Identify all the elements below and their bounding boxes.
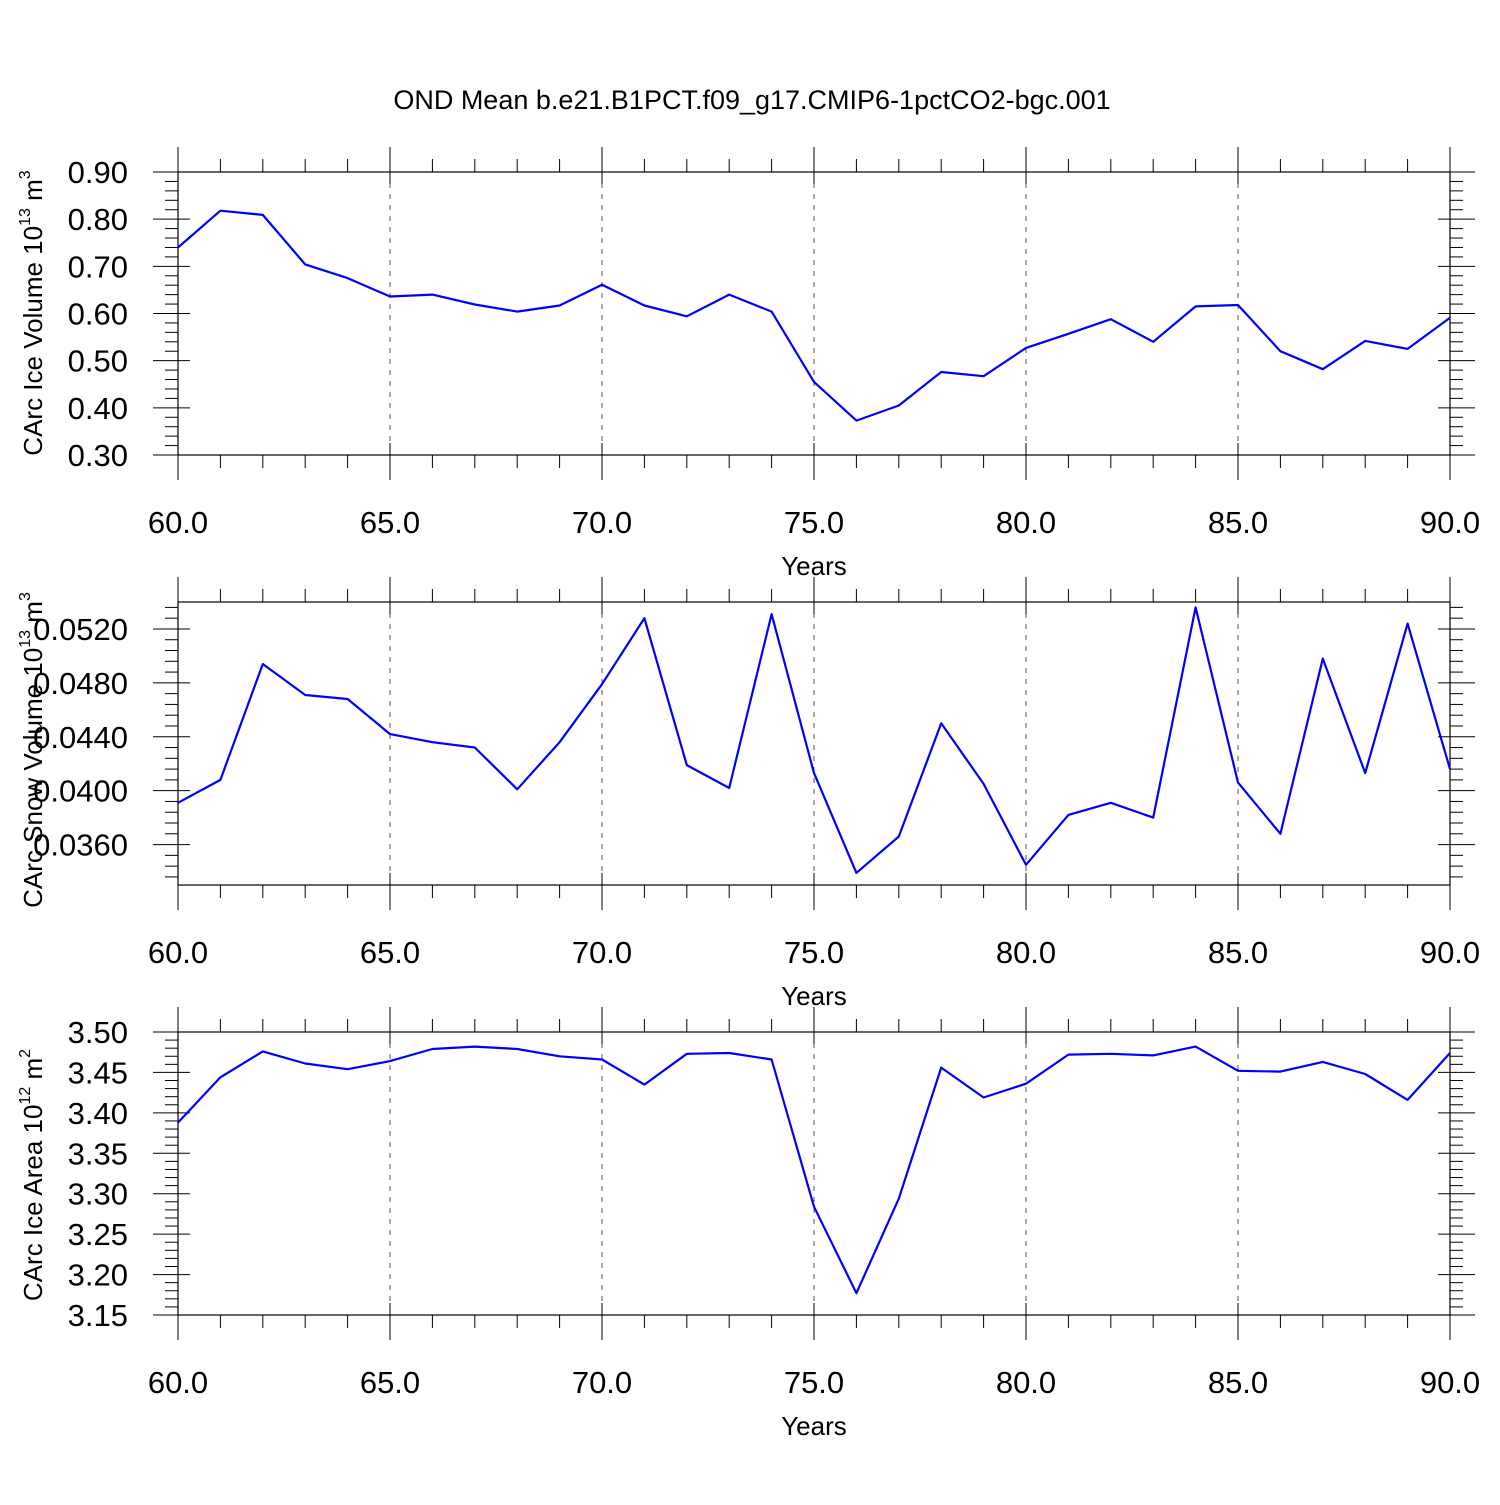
plot-frame bbox=[178, 1032, 1450, 1315]
y-axis-label-unit-exponent: 3 bbox=[17, 592, 34, 601]
x-tick-label: 70.0 bbox=[572, 505, 632, 540]
x-tick-label: 75.0 bbox=[784, 505, 844, 540]
x-tick-label: 90.0 bbox=[1420, 1365, 1480, 1400]
x-tick-label: 70.0 bbox=[572, 935, 632, 970]
x-tick-label: 85.0 bbox=[1208, 1365, 1268, 1400]
y-axis-label-unit-exponent: 2 bbox=[17, 1049, 34, 1058]
chart-title: OND Mean b.e21.B1PCT.f09_g17.CMIP6-1pctC… bbox=[393, 85, 1110, 115]
y-tick-label: 3.50 bbox=[68, 1015, 128, 1050]
y-axis-label-exponent: 12 bbox=[17, 1087, 34, 1105]
y-axis-label: CArc Ice Volume 1013 m3 bbox=[17, 170, 48, 455]
plot-frame bbox=[178, 172, 1450, 455]
y-tick-label: 3.30 bbox=[68, 1177, 128, 1212]
y-tick-label: 3.15 bbox=[68, 1298, 128, 1333]
x-tick-label: 65.0 bbox=[360, 505, 420, 540]
y-tick-label: 0.70 bbox=[68, 249, 128, 284]
y-tick-label: 0.80 bbox=[68, 202, 128, 237]
x-axis-label: Years bbox=[781, 1411, 847, 1441]
x-tick-label: 85.0 bbox=[1208, 935, 1268, 970]
y-axis-label: CArc Ice Area 1012 m2 bbox=[17, 1049, 48, 1301]
y-tick-label: 0.60 bbox=[68, 297, 128, 332]
x-tick-label: 65.0 bbox=[360, 935, 420, 970]
y-tick-label: 3.35 bbox=[68, 1136, 128, 1171]
x-tick-label: 70.0 bbox=[572, 1365, 632, 1400]
y-tick-label: 0.40 bbox=[68, 391, 128, 426]
y-tick-label: 0.90 bbox=[68, 155, 128, 190]
x-tick-label: 75.0 bbox=[784, 935, 844, 970]
x-tick-label: 60.0 bbox=[148, 1365, 208, 1400]
x-tick-label: 90.0 bbox=[1420, 505, 1480, 540]
y-axis-label-exponent: 13 bbox=[17, 208, 34, 226]
y-tick-label: 0.30 bbox=[68, 438, 128, 473]
y-axis-label-unit-exponent: 3 bbox=[17, 170, 34, 179]
x-tick-label: 60.0 bbox=[148, 505, 208, 540]
panel-1: 0.30 0.40 0.50 0.60 0.70 0.80 0.90 60.0 65.0 70.0… bbox=[17, 147, 1480, 581]
y-axis-label-exponent: 13 bbox=[17, 630, 34, 648]
y-axis-label-unit: m bbox=[18, 179, 48, 208]
x-tick-label: 75.0 bbox=[784, 1365, 844, 1400]
y-tick-label: 3.45 bbox=[68, 1055, 128, 1090]
x-tick-label: 90.0 bbox=[1420, 935, 1480, 970]
x-tick-label: 80.0 bbox=[996, 935, 1056, 970]
x-axis-label: Years bbox=[781, 551, 847, 581]
y-axis-label-unit: m bbox=[18, 1058, 48, 1087]
x-tick-label: 65.0 bbox=[360, 1365, 420, 1400]
y-axis-label-text: CArc Snow Volume 10 bbox=[18, 648, 48, 908]
x-tick-label: 80.0 bbox=[996, 1365, 1056, 1400]
y-axis-label-text: CArc Ice Volume 10 bbox=[18, 226, 48, 456]
x-axis-label: Years bbox=[781, 981, 847, 1011]
plot-frame bbox=[178, 602, 1450, 885]
y-tick-label: 3.25 bbox=[68, 1217, 128, 1252]
x-tick-label: 85.0 bbox=[1208, 505, 1268, 540]
y-tick-label: 3.40 bbox=[68, 1096, 128, 1131]
x-tick-label: 80.0 bbox=[996, 505, 1056, 540]
y-axis-label-text: CArc Ice Area 10 bbox=[18, 1105, 48, 1302]
panel-3: 3.15 3.20 3.25 3.30 3.35 3.40 3.45 3.50 60.0 65.0… bbox=[17, 1007, 1480, 1441]
y-axis-label-unit: m bbox=[18, 601, 48, 630]
y-tick-label: 3.20 bbox=[68, 1258, 128, 1293]
x-tick-label: 60.0 bbox=[148, 935, 208, 970]
y-tick-label: 0.50 bbox=[68, 344, 128, 379]
